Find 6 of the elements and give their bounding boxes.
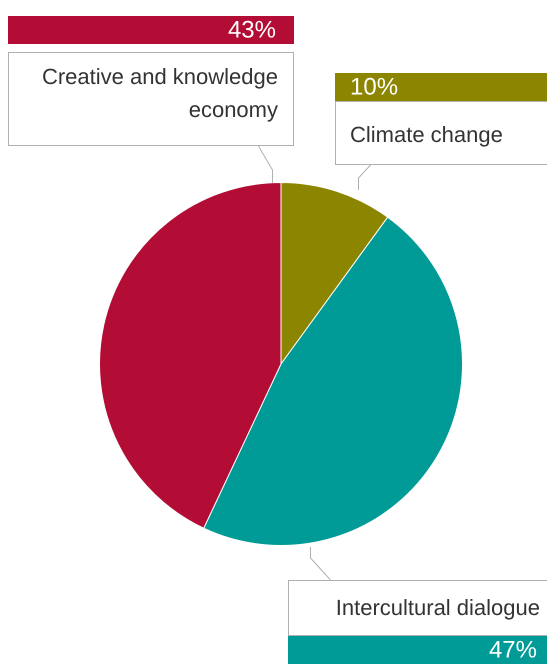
- data-label: 47%: [488, 636, 537, 664]
- data-label: 10%: [350, 74, 398, 101]
- slice-label: Creative and knowledge economy: [42, 64, 278, 122]
- slice-label: Intercultural dialogue: [336, 595, 540, 620]
- slice-label: Climate change: [350, 122, 503, 148]
- data-label: 43%: [228, 16, 276, 44]
